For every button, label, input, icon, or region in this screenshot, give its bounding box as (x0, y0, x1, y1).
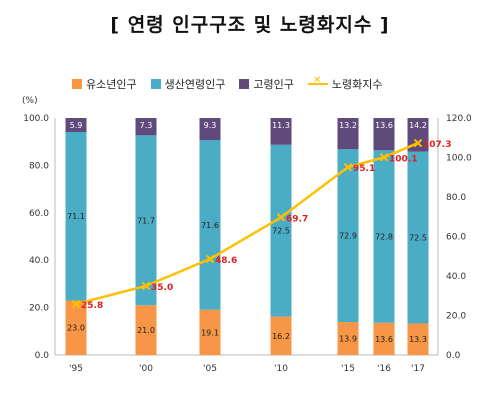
right-axis-tick-4: 80.0 (446, 193, 466, 203)
left-axis-tick-3: 60.0 (29, 209, 49, 219)
bar-elderly-6 (407, 118, 429, 152)
bar-label-youth-3: 16.2 (272, 332, 290, 341)
bar-label-working-age-1: 71.7 (137, 216, 155, 225)
bar-elderly-3 (270, 118, 292, 145)
bar-elderly-0 (65, 118, 87, 132)
bar-elderly-1 (135, 118, 157, 136)
x-tick-2: '05 (203, 364, 217, 374)
bar-youth-5 (373, 322, 395, 355)
left-axis-tick-2: 40.0 (29, 256, 49, 266)
right-axis-tick-0: 0.0 (446, 351, 461, 361)
bar-label-youth-0: 23.0 (67, 324, 85, 333)
bar-working-age-4 (337, 149, 359, 323)
bar-youth-4 (337, 322, 359, 355)
bar-label-youth-2: 19.1 (201, 328, 219, 337)
aging-index-label-2: 48.6 (215, 256, 237, 266)
legend-label-aging-index: 노령화지수 (331, 78, 383, 91)
x-tick-4: '15 (341, 364, 355, 374)
chart-title: [ 연령 인구구조 및 노령화지수 ] (110, 14, 390, 36)
bar-label-working-age-2: 71.6 (201, 221, 219, 230)
aging-index-point-0 (71, 299, 81, 309)
bar-label-working-age-5: 72.8 (375, 233, 393, 242)
aging-index-point-2 (205, 254, 215, 264)
bar-label-working-age-0: 71.1 (67, 212, 85, 221)
bar-label-working-age-3: 72.5 (272, 227, 290, 236)
bar-elderly-5 (373, 118, 395, 151)
bar-label-elderly-5: 13.6 (375, 121, 393, 130)
bar-label-elderly-6: 14.2 (409, 121, 427, 130)
right-axis-tick-2: 40.0 (446, 272, 466, 282)
aging-index-point-4 (343, 162, 353, 172)
bar-working-age-3 (270, 144, 292, 317)
bar-label-working-age-6: 72.5 (409, 234, 427, 243)
x-tick-6: '17 (411, 364, 425, 374)
bar-label-working-age-4: 72.9 (339, 232, 357, 241)
right-axis-tick-3: 60.0 (446, 233, 466, 243)
aging-index-point-3 (276, 213, 286, 222)
bar-working-age-2 (199, 140, 221, 310)
x-tick-5: '16 (377, 364, 391, 374)
bar-youth-1 (135, 305, 157, 355)
bar-youth-6 (407, 323, 429, 355)
legend-swatch-youth (72, 79, 82, 89)
aging-index-label-3: 69.7 (286, 214, 308, 224)
bar-youth-2 (199, 309, 221, 355)
legend-item-aging-index: 노령화지수 (307, 75, 383, 92)
aging-index-label-4: 95.1 (353, 164, 375, 174)
right-axis-tick-1: 20.0 (446, 312, 466, 322)
bar-label-elderly-0: 5.9 (70, 121, 83, 130)
bar-label-youth-6: 13.3 (409, 335, 427, 344)
bar-elderly-2 (199, 118, 221, 141)
legend-item-working-age: 생산연령인구 (150, 76, 226, 92)
x-tick-1: '00 (139, 364, 153, 374)
bar-elderly-4 (337, 118, 359, 150)
left-axis-tick-5: 100.0 (23, 114, 49, 124)
legend: 유소년인구 생산연령인구 고령인구 노령화지수 (72, 75, 492, 92)
y-axis-unit: (%) (22, 96, 38, 106)
legend-label-elderly: 고령인구 (253, 78, 294, 91)
bar-label-elderly-2: 9.3 (204, 121, 217, 130)
bar-working-age-0 (65, 131, 87, 301)
legend-item-youth: 유소년인구 (72, 76, 137, 92)
aging-index-point-5 (379, 153, 389, 162)
legend-swatch-elderly (239, 79, 250, 89)
aging-index-label-0: 25.8 (81, 301, 103, 311)
bar-label-youth-1: 21.0 (137, 326, 155, 335)
x-tick-0: '95 (69, 364, 83, 374)
right-axis-tick-5: 100.0 (446, 154, 472, 164)
right-axis-tick-6: 120.0 (446, 114, 472, 124)
aging-index-point-6 (413, 138, 423, 148)
aging-index-label-5: 100.1 (389, 154, 417, 164)
aging-index-label-6: 107.3 (423, 140, 451, 150)
legend-swatch-working-age (150, 79, 161, 89)
bar-youth-3 (270, 316, 292, 355)
bar-working-age-1 (135, 135, 157, 306)
bar-label-youth-5: 13.6 (375, 335, 393, 344)
aging-index-point-1 (141, 281, 151, 291)
legend-item-elderly: 고령인구 (239, 76, 294, 92)
bar-label-elderly-3: 11.3 (272, 121, 290, 130)
left-axis-tick-1: 20.0 (29, 304, 49, 314)
bar-label-elderly-4: 13.2 (339, 121, 357, 130)
legend-swatch-aging-index (307, 75, 328, 89)
legend-label-youth: 유소년인구 (86, 78, 137, 91)
left-axis-tick-4: 80.0 (29, 161, 49, 171)
bar-label-youth-4: 13.9 (339, 335, 357, 344)
legend-label-working-age: 생산연령인구 (164, 78, 226, 91)
x-tick-3: '10 (274, 364, 288, 374)
aging-index-label-1: 35.0 (151, 283, 173, 293)
bar-working-age-5 (373, 150, 395, 323)
bar-youth-0 (65, 300, 87, 355)
bar-label-elderly-1: 7.3 (140, 121, 153, 130)
left-axis-tick-0: 0.0 (35, 351, 50, 361)
bar-working-age-6 (407, 151, 429, 324)
